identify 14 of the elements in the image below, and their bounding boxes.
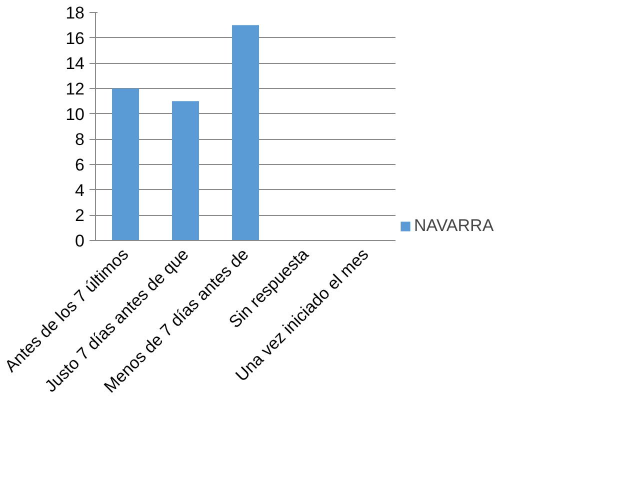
bar <box>232 25 259 240</box>
y-tick-label: 6 <box>75 156 85 174</box>
y-tick-label: 16 <box>66 28 85 48</box>
y-tick-label: 8 <box>75 130 85 150</box>
y-tick-label: 10 <box>66 104 85 124</box>
y-tick-label: 14 <box>66 54 85 74</box>
y-tick-label: 2 <box>75 206 85 226</box>
y-tick-label: 0 <box>75 232 85 250</box>
y-tick-label: 18 <box>66 4 85 22</box>
legend-label: NAVARRA <box>414 216 494 236</box>
bar <box>112 88 139 240</box>
bar <box>172 101 199 240</box>
y-tick-label: 12 <box>66 80 85 98</box>
y-tick-label: 4 <box>75 180 85 200</box>
